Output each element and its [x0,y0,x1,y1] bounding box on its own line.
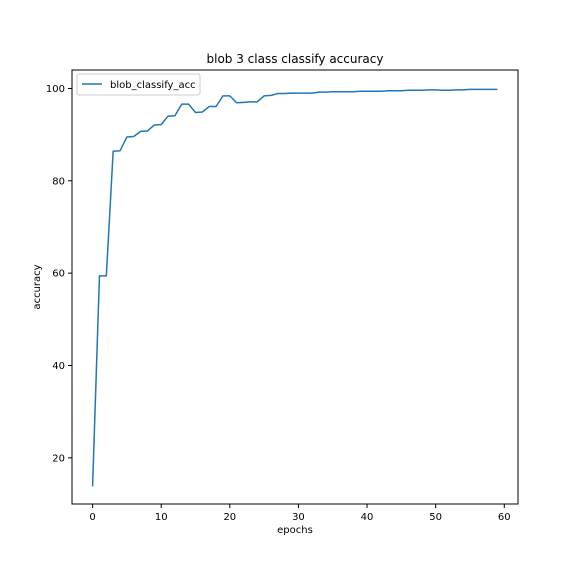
y-tick-label: 60 [52,269,65,280]
plot-area [71,69,519,505]
y-axis-label: accuracy [32,264,43,309]
series-line [91,88,498,487]
y-tick-label: 40 [52,361,65,372]
legend-box [76,73,201,96]
x-tick-label: 60 [498,512,511,523]
x-axis-label: epochs [277,525,313,536]
series-layer [91,88,498,487]
y-tick-label: 20 [52,453,65,464]
x-tick-label: 0 [89,512,95,523]
x-tick-label: 10 [155,512,168,523]
chart-title: blob 3 class classify accuracy [207,52,384,66]
y-axis: 20 40 60 80 100 [46,84,72,464]
x-tick-label: 30 [292,512,305,523]
y-tick-label: 100 [46,84,65,95]
legend-label: blob_classify_acc [110,80,196,91]
x-tick-label: 20 [223,512,236,523]
x-axis: 0 10 20 30 40 50 60 [89,504,511,523]
legend: blob_classify_acc [76,73,201,96]
x-tick-label: 40 [361,512,374,523]
x-tick-label: 50 [429,512,442,523]
y-tick-label: 80 [52,176,65,187]
